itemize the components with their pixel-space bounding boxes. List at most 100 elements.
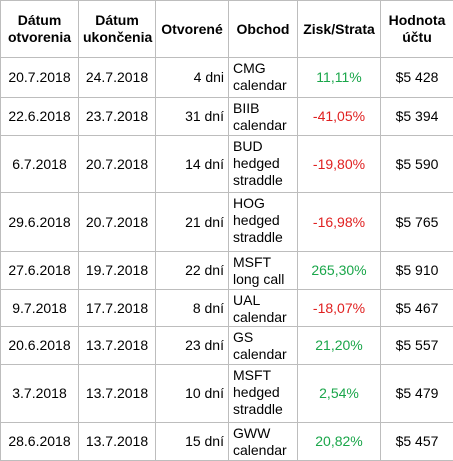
- table-row: 20.6.2018 13.7.2018 23 dní GS calendar 21,20%…: [0, 326, 453, 365]
- cell: 24.7.2018: [78, 57, 156, 98]
- trade-text: calendar: [233, 346, 287, 362]
- table-row: 9.7.2018 17.7.2018 8 dní UAL calendar -18,07%…: [0, 289, 453, 327]
- trade-text: MSFT: [233, 254, 272, 270]
- trade-cell: MSFT hedged straddle: [228, 364, 298, 423]
- cell: 20.7.2018: [78, 135, 156, 193]
- header-text: Otvorené: [161, 20, 223, 37]
- trade-text: BUD: [233, 138, 263, 154]
- trade-text: CMG: [233, 60, 266, 76]
- trade-cell: UAL calendar: [228, 289, 298, 327]
- trade-cell: GS calendar: [228, 326, 298, 365]
- cell: 28.6.2018: [0, 422, 79, 461]
- cell: 20.6.2018: [0, 326, 79, 365]
- table-row: 20.7.2018 24.7.2018 4 dni CMG calendar 11,11%…: [0, 57, 453, 98]
- header-cell: Dátum ukončenia: [78, 0, 156, 58]
- cell: $5 590: [380, 135, 453, 193]
- cell: 23 dní: [155, 326, 229, 365]
- trade-cell: CMG calendar: [228, 57, 298, 98]
- header-cell: Obchod: [228, 0, 298, 58]
- cell: 15 dní: [155, 422, 229, 461]
- trade-text: calendar: [233, 309, 287, 325]
- table-row: 28.6.2018 13.7.2018 15 dní GWW calendar 20,82…: [0, 422, 453, 461]
- trade-cell: BIIB calendar: [228, 97, 298, 136]
- cell: $5 428: [380, 57, 453, 98]
- trade-text: straddle: [233, 401, 283, 417]
- cell: $5 557: [380, 326, 453, 365]
- profit-cell: -19,80%: [297, 135, 381, 193]
- cell: 22.6.2018: [0, 97, 79, 136]
- trade-text: MSFT: [233, 367, 272, 383]
- header-cell: Zisk/Strata: [297, 0, 381, 58]
- cell: 27.6.2018: [0, 251, 79, 290]
- trade-text: hedged: [233, 155, 280, 171]
- cell: 20.7.2018: [78, 192, 156, 252]
- cell: $5 765: [380, 192, 453, 252]
- cell: $5 479: [380, 364, 453, 423]
- trade-cell: MSFT long call: [228, 251, 298, 290]
- profit-cell: -41,05%: [297, 97, 381, 136]
- profit-cell: 21,20%: [297, 326, 381, 365]
- trade-text: HOG: [233, 195, 265, 211]
- cell: 4 dni: [155, 57, 229, 98]
- cell: 13.7.2018: [78, 422, 156, 461]
- cell: $5 457: [380, 422, 453, 461]
- trade-text: hedged: [233, 384, 280, 400]
- cell: 20.7.2018: [0, 57, 79, 98]
- cell: 13.7.2018: [78, 326, 156, 365]
- cell: $5 467: [380, 289, 453, 327]
- header-text: ukončenia: [83, 29, 153, 45]
- trade-text: BIIB: [233, 100, 260, 116]
- trade-text: GS: [233, 329, 254, 345]
- profit-cell: -18,07%: [297, 289, 381, 327]
- cell: 22 dní: [155, 251, 229, 290]
- trade-cell: BUD hedged straddle: [228, 135, 298, 193]
- profit-cell: 265,30%: [297, 251, 381, 290]
- header-text: Dátum: [17, 12, 62, 28]
- cell: 9.7.2018: [0, 289, 79, 327]
- cell: 21 dní: [155, 192, 229, 252]
- trade-text: UAL: [233, 292, 261, 308]
- trade-text: calendar: [233, 117, 287, 133]
- trade-text: calendar: [233, 442, 287, 458]
- header-text: otvorenia: [7, 29, 71, 45]
- profit-cell: 2,54%: [297, 364, 381, 423]
- trade-text: GWW: [233, 425, 271, 441]
- table-body: 20.7.2018 24.7.2018 4 dni CMG calendar 11,11%…: [0, 57, 453, 461]
- header-cell: Otvorené: [155, 0, 229, 58]
- cell: 29.6.2018: [0, 192, 79, 252]
- cell: 19.7.2018: [78, 251, 156, 290]
- header-text: Obchod: [236, 20, 290, 37]
- profit-cell: 20,82%: [297, 422, 381, 461]
- header-text: Zisk/Strata: [303, 20, 375, 37]
- table-row: 29.6.2018 20.7.2018 21 dní HOG hedged straddl…: [0, 192, 453, 252]
- trade-text: long call: [233, 271, 285, 287]
- header-text: účtu: [402, 29, 432, 45]
- header-cell: Dátum otvorenia: [0, 0, 79, 58]
- header-row: Dátum otvorenia Dátum ukončenia Otvorené Obch…: [0, 0, 453, 58]
- table-row: 3.7.2018 13.7.2018 10 dní MSFT hedged straddl…: [0, 364, 453, 423]
- cell: $5 910: [380, 251, 453, 290]
- cell: 23.7.2018: [78, 97, 156, 136]
- cell: 6.7.2018: [0, 135, 79, 193]
- trade-text: hedged: [233, 212, 280, 228]
- trade-text: straddle: [233, 229, 283, 245]
- cell: 13.7.2018: [78, 364, 156, 423]
- profit-cell: 11,11%: [297, 57, 381, 98]
- cell: 31 dní: [155, 97, 229, 136]
- cell: 14 dní: [155, 135, 229, 193]
- cell: 17.7.2018: [78, 289, 156, 327]
- trade-cell: GWW calendar: [228, 422, 298, 461]
- cell: 3.7.2018: [0, 364, 79, 423]
- table-row: 27.6.2018 19.7.2018 22 dní MSFT long call 265…: [0, 251, 453, 290]
- trade-cell: HOG hedged straddle: [228, 192, 298, 252]
- profit-cell: -16,98%: [297, 192, 381, 252]
- cell: $5 394: [380, 97, 453, 136]
- table-row: 6.7.2018 20.7.2018 14 dní BUD hedged straddle…: [0, 135, 453, 193]
- table-row: 22.6.2018 23.7.2018 31 dní BIIB calendar -41,…: [0, 97, 453, 136]
- trade-text: calendar: [233, 77, 287, 93]
- header-text: Hodnota: [388, 12, 446, 28]
- header-cell: Hodnota účtu: [380, 0, 453, 58]
- cell: 8 dní: [155, 289, 229, 327]
